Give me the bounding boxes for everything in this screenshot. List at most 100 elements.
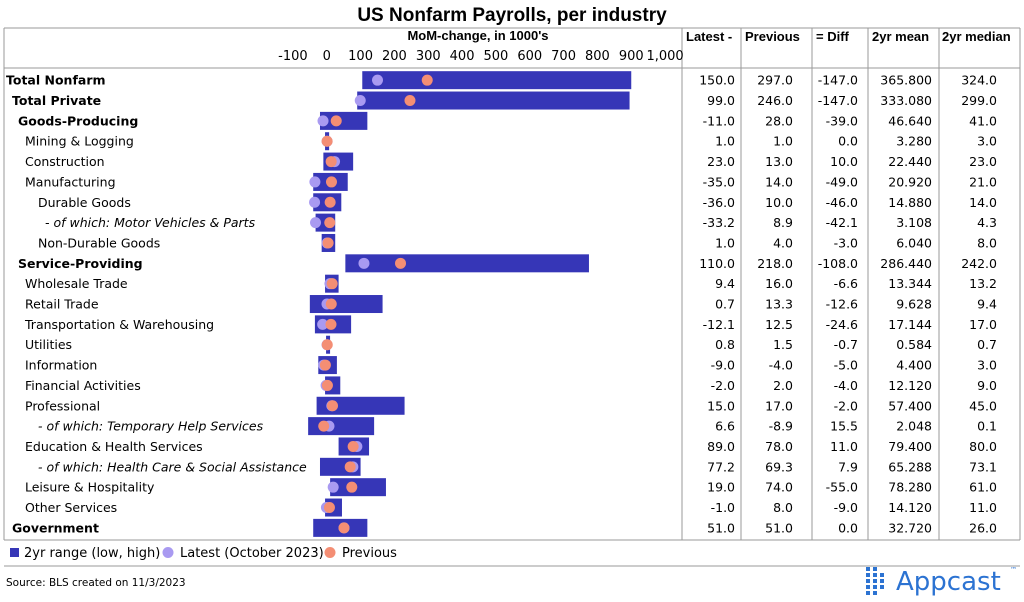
previous-marker: [321, 339, 333, 351]
x-tick-label: 800: [585, 49, 610, 64]
table-cell: 0.1: [977, 419, 997, 434]
table-cell: 7.9: [838, 459, 858, 474]
row-label: Mining & Logging: [25, 134, 134, 149]
table-cell: 10.0: [765, 195, 793, 210]
table-cell: 22.440: [888, 154, 932, 169]
latest-marker: [358, 257, 370, 269]
table-cell: 4.400: [896, 358, 932, 373]
x-tick-label: 600: [517, 49, 542, 64]
table-cell: -1.0: [711, 500, 735, 515]
table-cell: 1.5: [773, 337, 793, 352]
table-cell: -147.0: [818, 93, 858, 108]
source-note: Source: BLS created on 11/3/2023: [6, 577, 186, 589]
x-tick-label: 900: [619, 49, 644, 64]
logo-dot: [866, 567, 870, 571]
table-cell: 242.0: [961, 256, 997, 271]
table-cell: 8.0: [773, 500, 793, 515]
row-label: Financial Activities: [25, 378, 141, 393]
legend-label-range: 2yr range (low, high): [24, 546, 160, 561]
table-cell: 17.144: [888, 317, 932, 332]
table-cell: 1.0: [715, 134, 735, 149]
legend-swatch-range: [10, 548, 19, 557]
axis-label: MoM-change, in 1000's: [407, 28, 548, 43]
table-cell: -39.0: [826, 113, 858, 128]
row-label: - of which: Temporary Help Services: [38, 419, 264, 434]
previous-marker: [325, 156, 337, 168]
table-cell: 2.048: [896, 419, 932, 434]
table-cell: 26.0: [969, 520, 997, 535]
previous-marker: [421, 74, 433, 86]
row-label: Information: [25, 358, 97, 373]
table-cell: 77.2: [707, 459, 735, 474]
table-cell: -46.0: [826, 195, 858, 210]
table-cell: 9.4: [715, 276, 735, 291]
logo-dot: [866, 591, 870, 595]
row-label: Total Private: [12, 93, 101, 108]
table-cell: -12.1: [703, 317, 735, 332]
row-label: Professional: [25, 398, 100, 413]
table-cell: 324.0: [961, 73, 997, 88]
row-label: Goods-Producing: [18, 113, 138, 128]
table-cell: 12.5: [765, 317, 793, 332]
table-cell: 14.120: [888, 500, 932, 515]
previous-marker: [404, 95, 416, 107]
table-cell: 13.2: [969, 276, 997, 291]
table-cell: -3.0: [834, 235, 858, 250]
x-tick-label: 0: [323, 49, 331, 64]
previous-marker: [325, 318, 337, 330]
table-cell: 23.0: [707, 154, 735, 169]
table-cell: 14.0: [765, 174, 793, 189]
x-axis-ticks: -100 0 100 200 300 400 500 600 700 800 900 1,000: [278, 49, 684, 64]
table-cell: 3.108: [896, 215, 932, 230]
table-cell: 4.3: [977, 215, 997, 230]
column-header-latest: Latest -: [686, 29, 732, 44]
table-cell: -4.0: [834, 378, 858, 393]
value-markers: [309, 74, 433, 534]
previous-marker: [326, 278, 338, 290]
latest-marker: [317, 318, 329, 330]
table-cell: 20.920: [888, 174, 932, 189]
table-cell: 41.0: [969, 113, 997, 128]
column-headers: Latest - Previous = Diff 2yr mean 2yr me…: [686, 29, 1011, 44]
row-label: - of which: Motor Vehicles & Parts: [45, 215, 256, 230]
logo-dot: [880, 579, 884, 583]
table-cell: 89.0: [707, 439, 735, 454]
row-label: Total Nonfarm: [6, 73, 106, 88]
range-bar: [357, 91, 630, 110]
logo-dot: [880, 585, 884, 589]
table-cell: 6.040: [896, 235, 932, 250]
previous-marker: [327, 400, 339, 412]
table-cell: -24.6: [826, 317, 858, 332]
previous-marker: [325, 298, 337, 310]
row-label: Leisure & Hospitality: [25, 480, 155, 495]
row-label: Service-Providing: [18, 256, 143, 271]
table-cell: 17.0: [765, 398, 793, 413]
table-frame: [3, 27, 1021, 567]
table-cell: 61.0: [969, 480, 997, 495]
table-cell: 0.584: [896, 337, 932, 352]
row-label: Government: [12, 520, 99, 535]
logo-dot: [873, 585, 877, 589]
table-cell: 333.080: [880, 93, 932, 108]
table-cell: 21.0: [969, 174, 997, 189]
appcast-logo-icon: [866, 567, 884, 595]
table-cell: -6.6: [834, 276, 858, 291]
table-cell: 65.288: [888, 459, 932, 474]
previous-marker: [330, 115, 342, 127]
table-cell: 9.628: [896, 297, 932, 312]
table-cell: 10.0: [830, 154, 858, 169]
table-cell: 0.0: [838, 520, 858, 535]
previous-marker: [318, 420, 330, 432]
table-cell: 13.0: [765, 154, 793, 169]
column-header-2yr-mean: 2yr mean: [872, 29, 929, 44]
table-cell: 15.0: [707, 398, 735, 413]
table-cell: -11.0: [703, 113, 735, 128]
table-cell: 3.0: [977, 134, 997, 149]
previous-marker: [319, 359, 331, 371]
table-cell: 8.9: [773, 215, 793, 230]
table-cell: 2.0: [773, 378, 793, 393]
x-tick-label: 100: [348, 49, 373, 64]
latest-marker: [327, 481, 339, 493]
column-header-previous: Previous: [745, 29, 800, 44]
